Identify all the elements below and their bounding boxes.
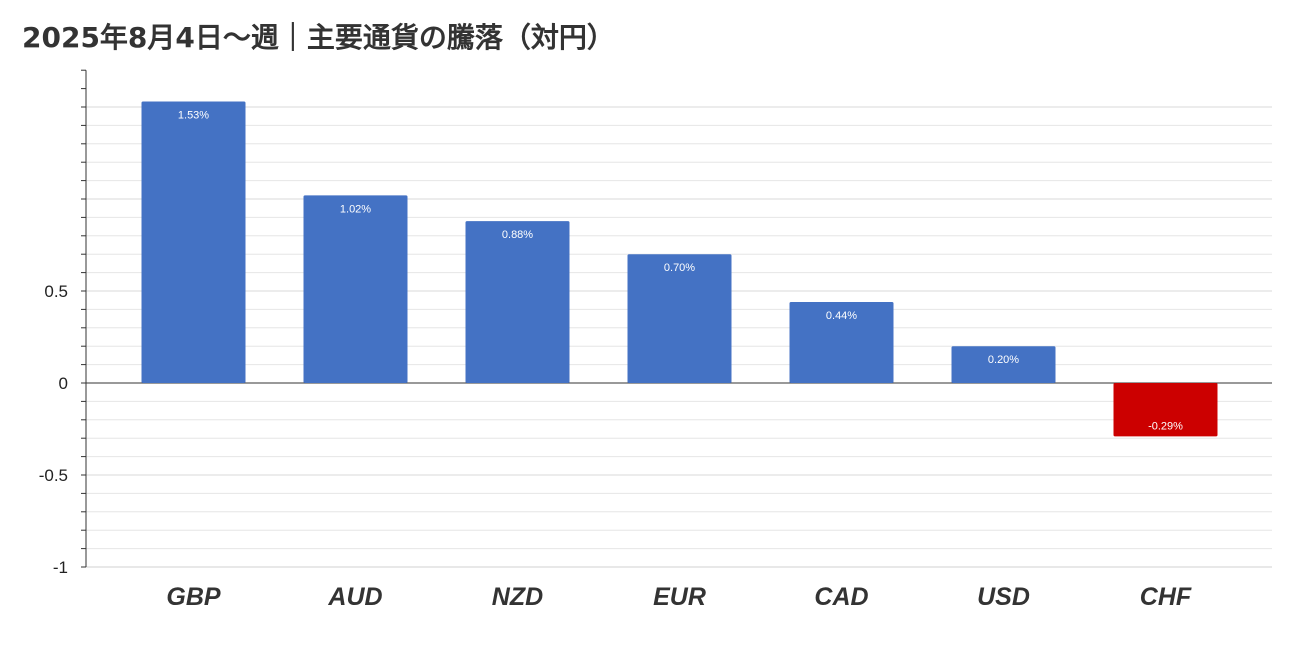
data-label: 0.44%: [826, 310, 857, 322]
data-label: 0.88%: [502, 229, 533, 241]
data-labels: 1.53% 1.02% 0.88% 0.70% 0.44% 0.20% -0.29%: [178, 109, 1183, 432]
bar-cad: [789, 302, 894, 383]
chart-title: 2025年8月4日～週｜主要通貨の騰落（対円）: [22, 21, 615, 54]
bar-nzd: [465, 221, 570, 383]
y-tick-label: 0: [59, 374, 68, 393]
data-label: -0.29%: [1148, 420, 1183, 432]
x-tick-label: EUR: [653, 583, 706, 611]
x-tick-label: NZD: [492, 583, 543, 611]
bar-aud: [303, 195, 408, 383]
bar-usd: [951, 346, 1056, 383]
y-tick-label: -1: [53, 558, 68, 577]
x-tick-label: CAD: [814, 583, 868, 611]
data-label: 0.70%: [664, 262, 695, 274]
x-tick-label: GBP: [166, 583, 221, 611]
data-label: 1.02%: [340, 203, 371, 215]
bar-gbp: [141, 101, 246, 383]
x-tick-label: AUD: [327, 583, 382, 611]
bars: [141, 101, 1218, 437]
bar-chf: [1113, 383, 1218, 437]
bar-eur: [627, 254, 732, 383]
y-tick-label: 0.5: [44, 282, 68, 301]
x-tick-label: CHF: [1140, 583, 1192, 611]
x-tick-label: USD: [977, 583, 1030, 611]
data-label: 1.53%: [178, 109, 209, 121]
x-axis-labels: GBP AUD NZD EUR CAD USD CHF: [166, 583, 1192, 611]
data-label: 0.20%: [988, 354, 1019, 366]
y-tick-label: -0.5: [39, 466, 68, 485]
